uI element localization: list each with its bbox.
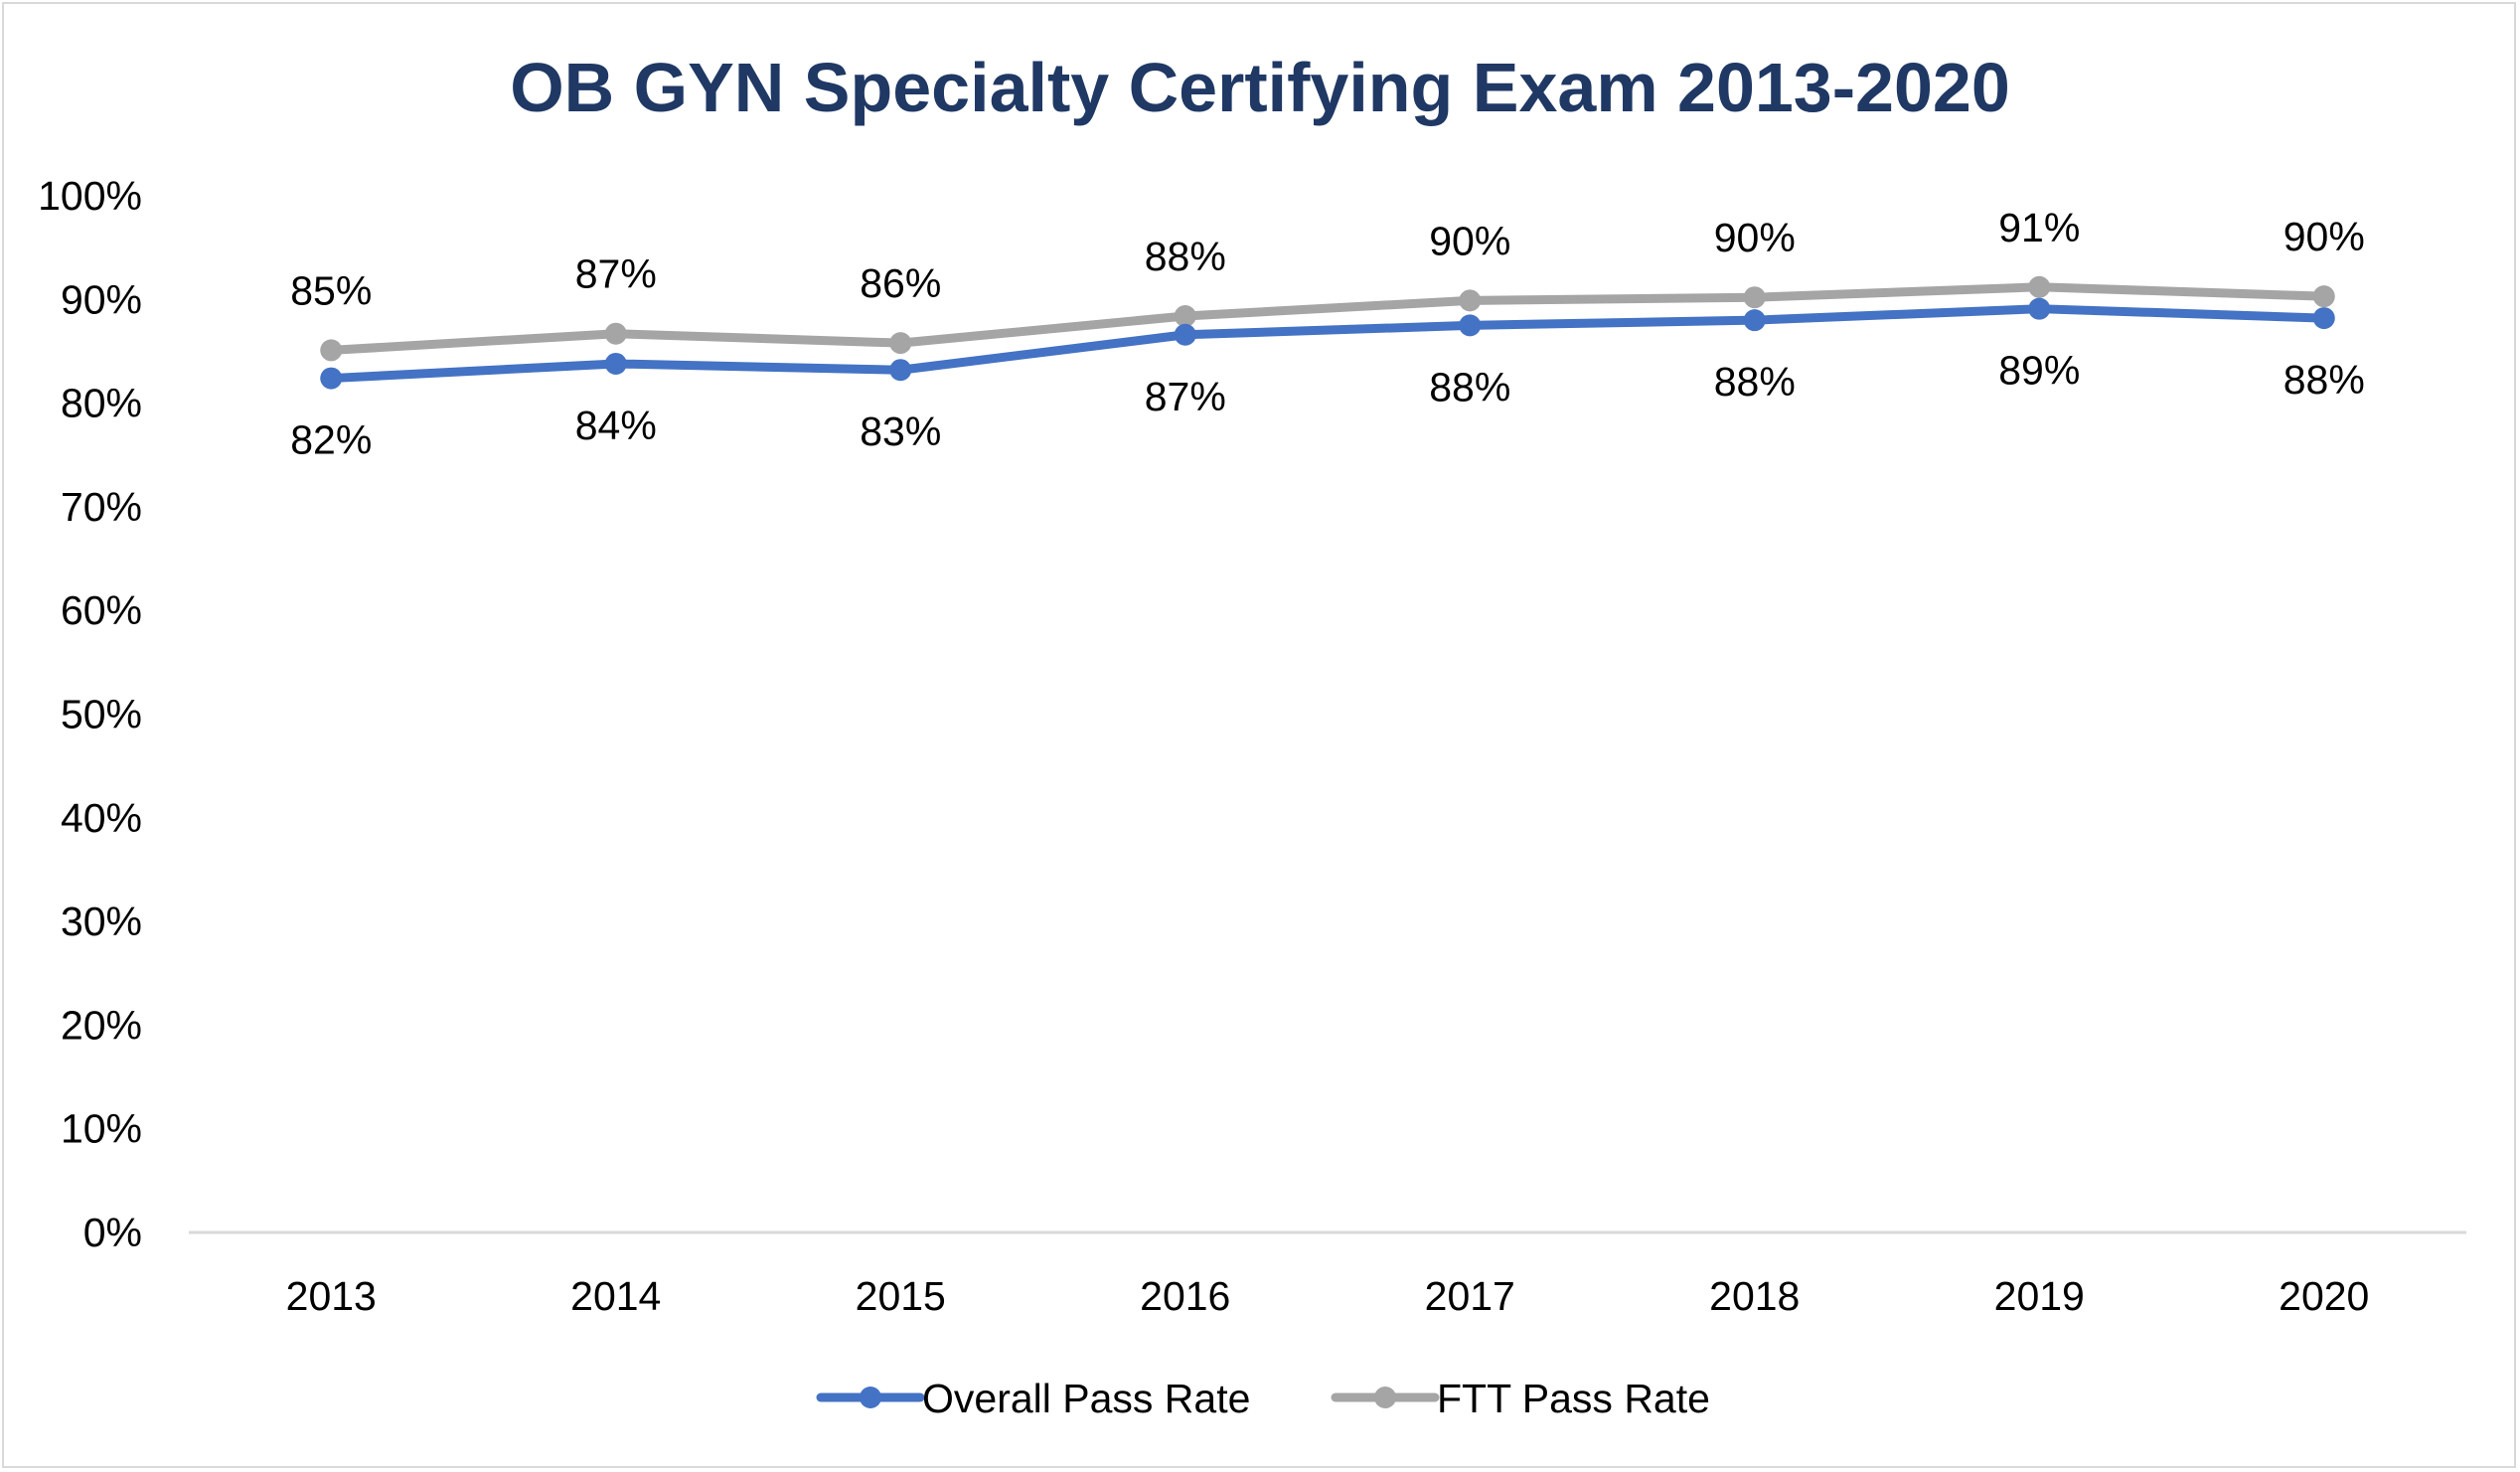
data-label: 82% (290, 417, 372, 463)
x-tick-label: 2020 (2279, 1273, 2369, 1319)
y-tick-label: 20% (61, 1002, 142, 1048)
chart-title: OB GYN Specialty Certifying Exam 2013-20… (510, 49, 2010, 126)
y-tick-label: 10% (61, 1106, 142, 1152)
legend-swatch-marker (1374, 1387, 1396, 1408)
data-point (2028, 275, 2051, 298)
data-point (1459, 289, 1482, 312)
data-point (889, 332, 912, 355)
y-tick-label: 70% (61, 484, 142, 530)
data-label: 87% (1145, 374, 1226, 419)
legend-label: FTT Pass Rate (1437, 1376, 1710, 1421)
x-axis-ticks: 2013 2014 2015 2016 2017 2018 2019 2020 (286, 1273, 2370, 1319)
data-label: 88% (1145, 234, 1226, 279)
data-point (1459, 314, 1482, 337)
y-tick-label: 50% (61, 692, 142, 737)
series-line (326, 282, 2329, 355)
y-axis-ticks: 0% 10% 20% 30% 40% 50% 60% 70% 80% 90% 100% (38, 173, 142, 1255)
data-point (1174, 304, 1196, 327)
series-line (326, 304, 2329, 384)
data-label: 85% (290, 267, 372, 313)
data-point (1743, 309, 1766, 332)
data-label: 88% (2284, 357, 2365, 403)
data-label: 89% (1998, 348, 2080, 394)
data-label: 90% (2284, 214, 2365, 259)
x-tick-label: 2016 (1140, 1273, 1230, 1319)
data-point (2312, 285, 2335, 308)
x-tick-label: 2014 (570, 1273, 661, 1319)
legend: Overall Pass Rate FTT Pass Rate (816, 1376, 1710, 1421)
data-label: 90% (1429, 218, 1510, 263)
y-tick-label: 0% (83, 1210, 142, 1255)
data-point (604, 322, 627, 345)
data-point (604, 352, 627, 375)
y-tick-label: 100% (38, 173, 142, 219)
x-tick-label: 2018 (1709, 1273, 1800, 1319)
data-label: 91% (1998, 205, 2080, 250)
data-label: 84% (575, 403, 657, 448)
x-tick-label: 2013 (286, 1273, 377, 1319)
data-labels: 82% 84% 83% 87% 88% 88% 89% 88% 85% 87% 86% 88% 90% 9… (290, 205, 2365, 463)
data-label: 88% (1429, 364, 1510, 409)
data-label: 90% (1714, 215, 1796, 260)
data-point (1743, 286, 1766, 309)
x-tick-label: 2017 (1425, 1273, 1515, 1319)
y-tick-label: 40% (61, 795, 142, 841)
x-tick-label: 2019 (1994, 1273, 2085, 1319)
data-point (1174, 323, 1196, 346)
data-point (2028, 297, 2051, 320)
x-tick-label: 2015 (856, 1273, 946, 1319)
legend-label: Overall Pass Rate (922, 1376, 1250, 1421)
data-label: 86% (860, 260, 941, 306)
data-label: 87% (575, 251, 657, 297)
y-tick-label: 90% (61, 276, 142, 322)
series-layer (320, 275, 2335, 390)
data-point (320, 339, 343, 362)
data-point (2312, 307, 2335, 330)
data-label: 83% (860, 409, 941, 454)
legend-swatch-marker (860, 1387, 881, 1408)
data-point (320, 367, 343, 390)
y-tick-label: 60% (61, 587, 142, 633)
data-label: 88% (1714, 359, 1796, 405)
y-tick-label: 80% (61, 381, 142, 426)
y-tick-label: 30% (61, 899, 142, 944)
data-point (889, 359, 912, 382)
